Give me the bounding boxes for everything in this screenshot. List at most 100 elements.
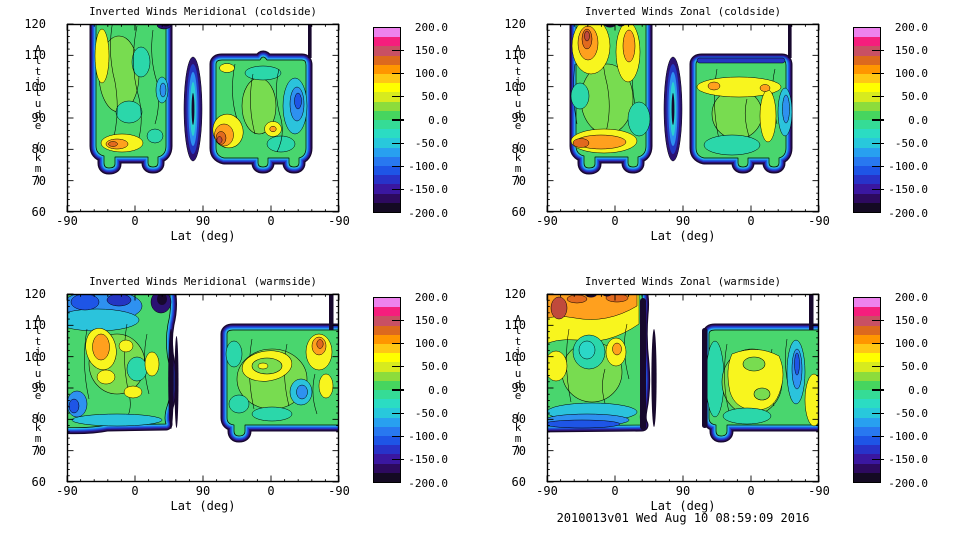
colorbar-band <box>854 92 880 102</box>
plot-title: Inverted Winds Meridional (warmside) <box>89 276 317 288</box>
x-tick-label: -90 <box>536 484 558 498</box>
colorbar-tick <box>392 366 404 368</box>
colorbar-tick-label: -50.0 <box>894 136 928 150</box>
data-edge-stripe <box>640 298 646 430</box>
colorbar-band <box>374 316 400 326</box>
colorbar-tick <box>392 435 404 438</box>
x-tick-label: 90 <box>675 484 691 498</box>
y-axis-label-char: u <box>34 366 42 380</box>
y-axis-label-char: m <box>34 431 42 445</box>
y-tick-label: 100 <box>24 349 46 364</box>
colorbar-tick-label: -50.0 <box>414 406 448 420</box>
colorbar-tick-label: -200.0 <box>408 476 448 490</box>
colorbar-tick-label: 0.0 <box>908 113 928 127</box>
y-tick-label: 90 <box>511 381 526 395</box>
y-tick-label: 80 <box>31 412 46 427</box>
y-axis-label-char: d <box>514 377 522 391</box>
colorbar-tick-label: 50.0 <box>901 360 929 374</box>
colorbar-tick-label: 150.0 <box>894 313 928 327</box>
colorbar-tick-label: 200.0 <box>894 20 928 34</box>
colorbar-tick <box>392 189 404 191</box>
colorbar-band <box>374 120 400 130</box>
colorbar-band <box>374 426 400 437</box>
x-tick-label: 0 <box>131 214 139 228</box>
colorbar-tick <box>392 319 404 321</box>
y-tick-label: 120 <box>24 17 46 31</box>
y-axis-label-char: l <box>514 323 522 337</box>
colorbar-tick-label: 150.0 <box>414 43 448 57</box>
y-axis-label-char: d <box>34 107 42 121</box>
x-tick-label: 0 <box>267 484 275 498</box>
y-tick-label: 110 <box>504 318 526 333</box>
x-tick-label: -90 <box>328 484 350 498</box>
y-axis-label-char: t <box>34 334 42 348</box>
colorbar-band <box>854 408 880 418</box>
x-tick-label: -90 <box>808 214 830 228</box>
y-axis-label-char: A <box>34 43 42 56</box>
data-edge-spike <box>329 294 334 330</box>
colorbar-band <box>854 417 880 427</box>
y-axis-label-char: k <box>514 420 522 434</box>
y-axis-label-char: t <box>514 86 522 100</box>
colorbar-band <box>854 353 880 363</box>
colorbar-tick-label: -100.0 <box>408 160 448 173</box>
colorbar-band <box>854 156 880 167</box>
plot-title: Inverted Winds Zonal (coldside) <box>585 6 781 18</box>
contour-plot <box>546 293 820 483</box>
colorbar-tick-label: 100.0 <box>894 337 928 350</box>
colorbar-tick <box>872 72 884 75</box>
colorbar-tick-label: -100.0 <box>408 430 448 443</box>
colorbar-tick <box>872 142 884 144</box>
colorbar-band <box>374 110 400 121</box>
y-axis-label-char: d <box>514 107 522 121</box>
contour-art <box>95 24 312 168</box>
colorbar-band <box>854 298 880 308</box>
colorbar-tick <box>872 389 884 391</box>
y-axis-label-char: m <box>34 161 42 175</box>
colorbar-band <box>374 37 400 47</box>
colorbar-band <box>374 334 400 345</box>
colorbar-tick <box>392 96 404 98</box>
colorbar-band <box>854 307 880 317</box>
x-axis-label: Lat (deg) <box>170 499 236 513</box>
colorbar-band <box>854 55 880 65</box>
y-axis-label-char: t <box>34 86 42 100</box>
x-tick-label: 0 <box>747 214 755 228</box>
x-tick-label: -90 <box>536 214 558 228</box>
colorbar-tick <box>872 96 884 98</box>
polar-gap-blob <box>663 56 683 162</box>
colorbar-tick <box>392 342 404 345</box>
colorbar-band <box>374 92 400 102</box>
colorbar-band <box>374 298 400 308</box>
y-axis-label-char: t <box>514 334 522 348</box>
colorbar-band <box>854 64 880 75</box>
y-axis-label-char: A <box>514 313 522 326</box>
colorbar-tick <box>872 49 884 51</box>
colorbar-band <box>854 28 880 38</box>
colorbar-tick <box>872 435 884 438</box>
colorbar-band <box>374 64 400 75</box>
y-tick-label: 60 <box>31 475 46 489</box>
colorbar-band <box>854 399 880 409</box>
colorbar-band <box>854 120 880 130</box>
contour-plot <box>66 293 340 483</box>
colorbar-band <box>374 129 400 139</box>
contour-plot <box>546 23 820 213</box>
colorbar-band <box>854 463 880 473</box>
colorbar-band <box>854 166 880 176</box>
x-tick-label: 0 <box>611 484 619 498</box>
colorbar-band <box>374 307 400 317</box>
colorbar-tick-label: 50.0 <box>421 360 449 374</box>
colorbar-band <box>374 371 400 381</box>
colorbar-tick-label: 0.0 <box>908 383 928 397</box>
x-axis-label: Lat (deg) <box>650 229 716 243</box>
colorbar-band <box>374 156 400 167</box>
y-axis-label-char: i <box>514 75 522 89</box>
plot-title: Inverted Winds Meridional (coldside) <box>89 6 317 18</box>
colorbar-tick-label: -200.0 <box>888 206 928 220</box>
y-axis-label-char: ( <box>34 410 42 424</box>
y-tick-label: 100 <box>24 79 46 94</box>
